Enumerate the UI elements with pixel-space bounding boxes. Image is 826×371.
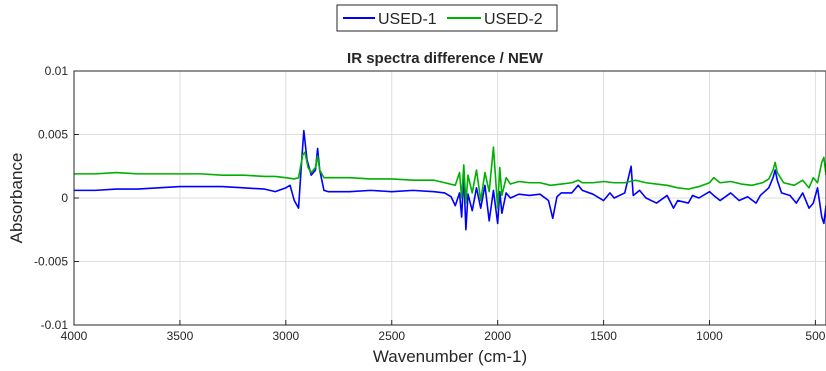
legend: USED-1 USED-2	[336, 4, 558, 32]
series-line-used-2	[74, 146, 826, 209]
y-axis: 0.01 0.005 0 -0.005 -0.01	[34, 64, 79, 332]
y-tick-label: 0.005	[38, 128, 68, 142]
legend-label-used-2: USED-2	[484, 11, 543, 28]
x-tick-label: 4000	[61, 329, 88, 343]
y-tick-label: 0.01	[45, 64, 69, 78]
y-tick-label: -0.01	[41, 318, 69, 332]
x-tick-label: 3500	[167, 329, 194, 343]
x-axis: 4000 3500 3000 2500 2000 1500 1000 500	[61, 320, 826, 343]
x-tick-label: 3000	[272, 329, 299, 343]
y-tick-label: 0	[61, 191, 68, 205]
x-tick-label: 500	[805, 329, 825, 343]
x-tick-label: 2000	[484, 329, 511, 343]
y-tick-label: -0.005	[34, 255, 68, 269]
x-axis-label: Wavenumber (cm-1)	[373, 347, 527, 366]
x-tick-label: 1500	[590, 329, 617, 343]
x-tick-label: 1000	[696, 329, 723, 343]
chart-title: IR spectra difference / NEW	[347, 50, 544, 67]
y-axis-label: Absorbance	[7, 153, 26, 244]
series-layer	[74, 129, 826, 231]
series-line-used-1	[74, 129, 826, 231]
legend-label-used-1: USED-1	[378, 11, 437, 28]
x-tick-label: 2500	[378, 329, 405, 343]
